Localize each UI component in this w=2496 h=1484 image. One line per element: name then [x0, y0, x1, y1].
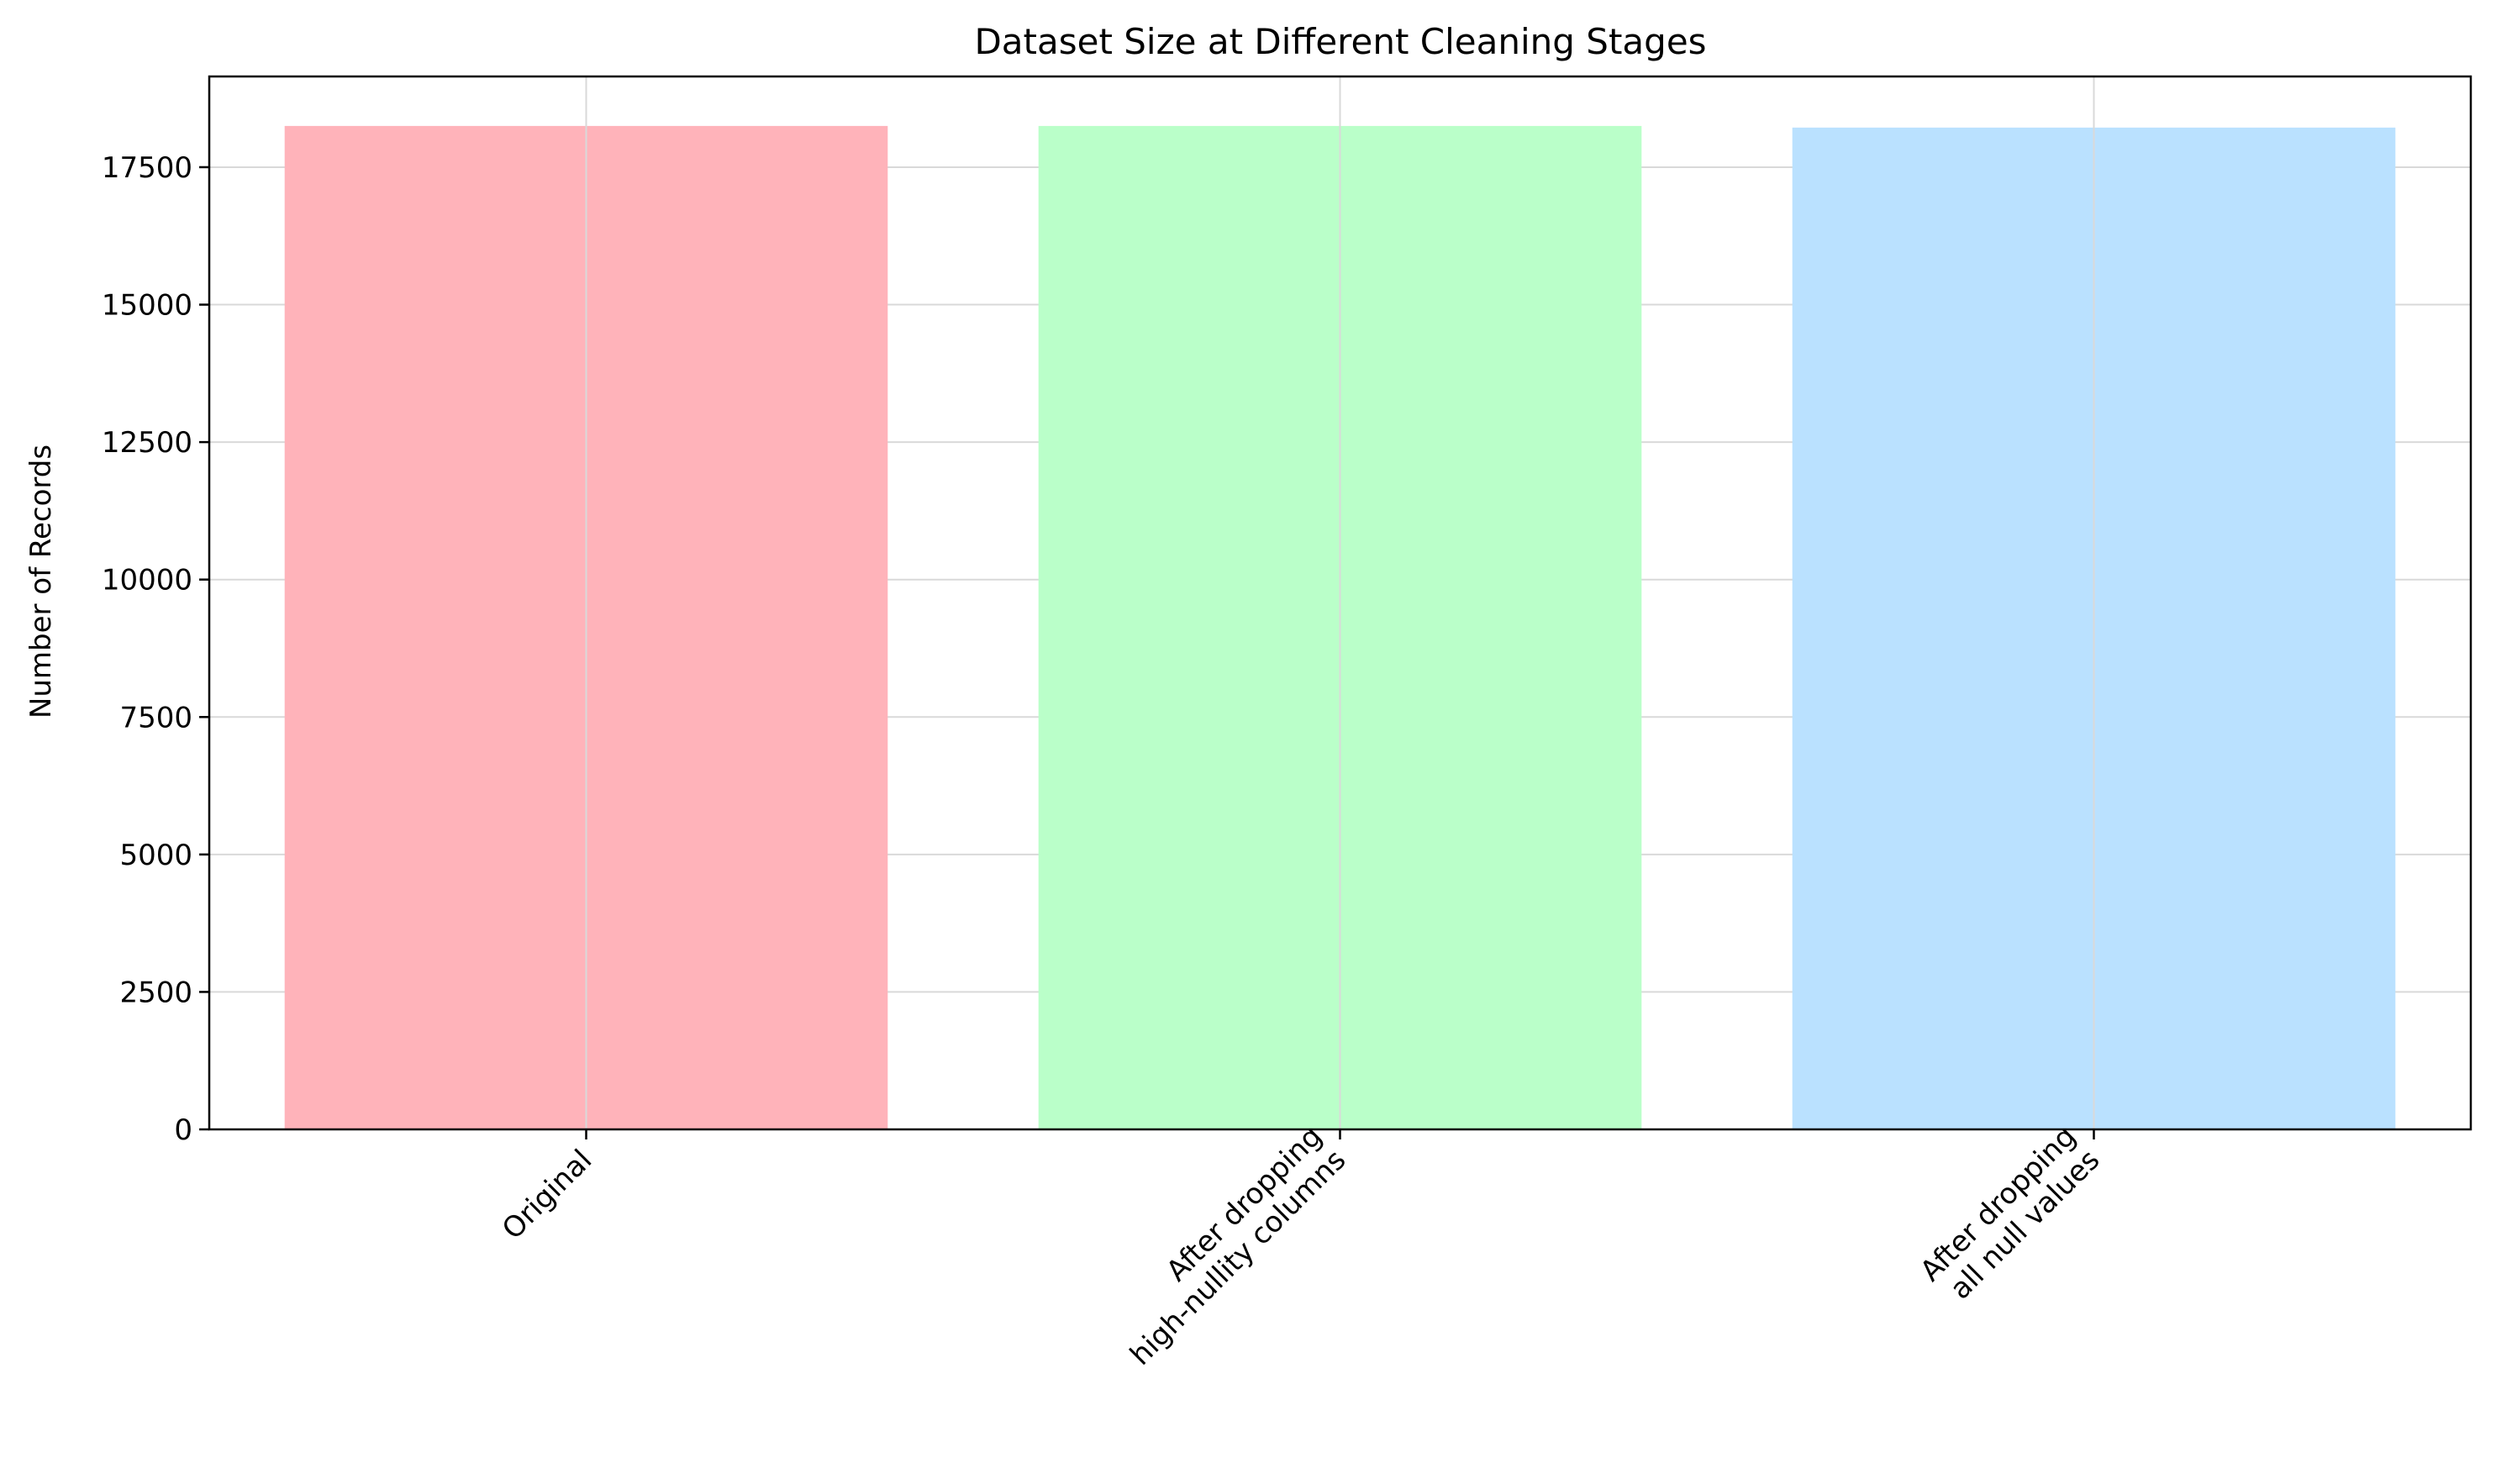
y-ticks: 0 2500 5000 7500 10000 12500 15000 17500 [102, 151, 209, 1147]
vertical-grid-lines [585, 76, 2095, 1129]
y-tick-label: 17500 [102, 151, 192, 185]
y-tick-label: 2500 [119, 976, 192, 1009]
plot-frame [208, 75, 2472, 1131]
y-tick-label: 0 [174, 1113, 192, 1147]
y-tick-label: 5000 [119, 839, 192, 872]
y-tick-label: 10000 [102, 564, 192, 597]
y-tick-label: 12500 [102, 426, 192, 460]
y-axis-label: Number of Records [24, 445, 58, 718]
chart-title: Dataset Size at Different Cleaning Stage… [974, 21, 1706, 62]
y-tick-label: 15000 [102, 289, 192, 323]
y-tick-label: 7500 [119, 701, 192, 734]
